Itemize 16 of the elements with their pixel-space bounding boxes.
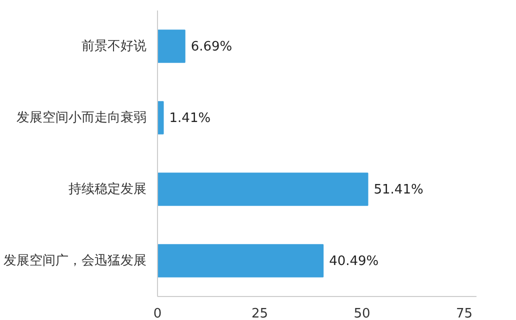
bar [158, 244, 324, 278]
y-tick-label: 发展空间广，会迅猛发展 [4, 253, 146, 268]
x-tick-label: 25 [251, 306, 268, 320]
bar [158, 30, 186, 63]
x-tick-label: 75 [456, 306, 473, 320]
bar [158, 101, 164, 134]
x-tick-label: 50 [354, 306, 370, 320]
y-tick-label: 发展空间小而走向衰弱 [16, 109, 146, 126]
data-label: 6.69% [190, 39, 232, 54]
y-tick-label: 持续稳定发展 [68, 182, 146, 197]
data-label: 40.49% [329, 254, 379, 269]
x-tick-label: 0 [153, 306, 162, 320]
bar [158, 172, 368, 206]
data-label: 1.41% [169, 110, 211, 126]
data-label: 51.41% [374, 182, 424, 198]
y-tick-label: 前景不好说 [82, 38, 146, 54]
